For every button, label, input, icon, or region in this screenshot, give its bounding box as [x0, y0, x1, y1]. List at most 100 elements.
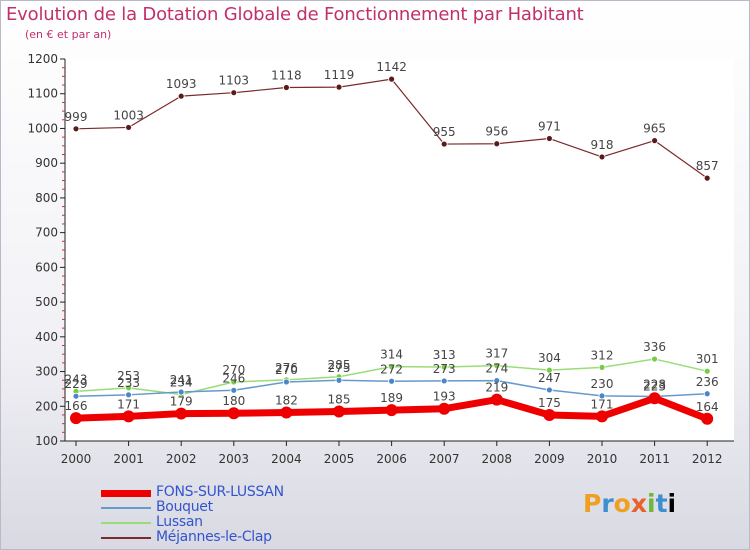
data-point: [72, 125, 80, 133]
data-point: [493, 140, 501, 148]
data-label: 336: [643, 340, 666, 354]
data-point: [125, 384, 132, 392]
data-point: [388, 377, 396, 385]
legend-label: FONS-SUR-LUSSAN: [156, 484, 284, 500]
data-label: 1119: [324, 68, 355, 82]
data-point: [546, 366, 553, 374]
proxiti-logo: Proxiti: [583, 489, 677, 518]
data-label: 1118: [271, 68, 302, 82]
data-point: [598, 153, 606, 161]
data-label: 955: [433, 125, 456, 139]
x-tick-label: 2000: [61, 452, 92, 466]
legend-swatch: [101, 507, 151, 509]
data-point: [440, 363, 448, 371]
data-label: 171: [117, 397, 140, 411]
data-point: [596, 410, 608, 423]
data-label: 229: [65, 377, 88, 391]
data-point: [388, 75, 396, 83]
y-tick-label: 700: [35, 226, 58, 240]
data-point: [703, 367, 711, 375]
y-tick-label: 1100: [27, 87, 58, 101]
data-label: 182: [275, 394, 298, 408]
legend-label: Lussan: [156, 514, 203, 530]
data-label: 971: [538, 120, 561, 134]
data-label: 272: [380, 362, 403, 376]
data-point: [438, 402, 451, 415]
data-label: 246: [222, 371, 245, 385]
data-point: [598, 392, 606, 400]
data-label: 1003: [113, 108, 144, 122]
data-point: [543, 408, 556, 421]
y-tick-label: 300: [35, 365, 58, 379]
data-label: 180: [222, 394, 245, 408]
data-label: 270: [222, 363, 245, 377]
chart-title: Evolution de la Dotation Globale de Fonc…: [6, 4, 584, 25]
x-tick-label: 2008: [482, 452, 513, 466]
data-label: 247: [538, 371, 561, 385]
data-point: [125, 391, 132, 399]
y-tick-label: 1000: [27, 121, 58, 135]
data-label: 230: [591, 377, 614, 391]
data-label: 164: [696, 400, 719, 414]
data-point: [230, 378, 238, 386]
plot-area: [65, 59, 734, 441]
data-point: [230, 386, 238, 394]
data-point: [703, 174, 711, 182]
data-point: [280, 406, 293, 419]
data-point: [388, 363, 396, 371]
x-tick-label: 2003: [219, 452, 250, 466]
data-label: 228: [643, 378, 666, 392]
data-label: 918: [591, 138, 614, 152]
data-label: 175: [538, 396, 561, 410]
x-tick-label: 2009: [534, 452, 565, 466]
x-tick-label: 2001: [113, 452, 144, 466]
data-label: 270: [275, 363, 298, 377]
chart-subtitle: (en € et par an): [25, 28, 112, 41]
data-point: [335, 83, 343, 91]
y-tick-label: 500: [35, 295, 58, 309]
data-point: [493, 362, 501, 370]
data-point: [227, 407, 240, 420]
y-tick-label: 200: [35, 399, 58, 413]
data-point: [385, 404, 398, 417]
data-label: 1142: [376, 60, 407, 74]
data-point: [651, 137, 658, 145]
data-point: [122, 410, 135, 423]
y-tick-label: 400: [35, 330, 58, 344]
data-point: [546, 135, 553, 142]
x-tick-label: 2011: [639, 452, 670, 466]
data-point: [177, 92, 185, 100]
data-label: 253: [117, 369, 140, 383]
data-point: [282, 378, 290, 386]
data-label: 956: [485, 125, 508, 139]
data-label: 312: [591, 348, 614, 362]
data-label: 179: [170, 395, 193, 409]
data-point: [70, 412, 82, 425]
data-label: 275: [328, 361, 351, 375]
data-label: 223: [643, 379, 666, 393]
data-label: 857: [696, 159, 719, 173]
data-label: 313: [433, 348, 456, 362]
data-label: 166: [65, 399, 88, 413]
data-label: 1093: [166, 77, 197, 91]
y-tick-label: 600: [35, 260, 58, 274]
x-tick-label: 2006: [376, 452, 407, 466]
data-label: 236: [696, 375, 719, 389]
legend-swatch: [101, 489, 151, 497]
data-point: [648, 392, 661, 405]
data-point: [125, 124, 132, 131]
y-tick-label: 1200: [27, 52, 58, 66]
data-label: 301: [696, 352, 719, 366]
y-tick-label: 100: [35, 434, 58, 448]
x-tick-label: 2002: [166, 452, 197, 466]
data-point: [333, 405, 345, 418]
data-point: [651, 355, 658, 363]
data-point: [493, 377, 501, 384]
data-point: [546, 386, 553, 394]
x-tick-label: 2007: [429, 452, 460, 466]
data-label: 965: [643, 122, 666, 136]
data-point: [175, 407, 188, 420]
data-label: 1103: [219, 74, 250, 88]
data-point: [598, 363, 606, 371]
